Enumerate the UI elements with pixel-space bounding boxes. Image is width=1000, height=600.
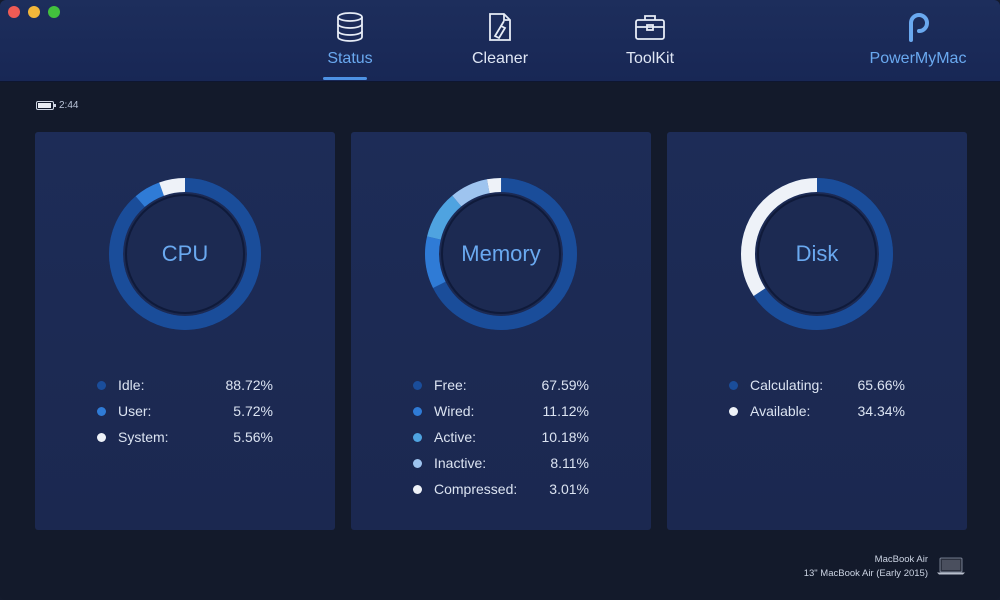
legend-label: Free:	[434, 377, 467, 393]
minimize-window-button[interactable]	[28, 6, 40, 18]
legend-label: Active:	[434, 429, 477, 445]
cpu-card: CPU Idle: 88.72% User: 5.72% System: 5.56%	[35, 132, 335, 530]
legend-label: Available:	[750, 403, 811, 419]
legend-label: Calculating:	[750, 377, 824, 393]
legend-value: 3.01%	[549, 481, 589, 497]
cpu-gauge-segment	[109, 178, 261, 330]
legend-value: 88.72%	[225, 377, 273, 393]
tab-status[interactable]: Status	[295, 10, 405, 80]
legend-dot	[413, 458, 422, 468]
legend-label: User:	[118, 403, 152, 419]
legend-label: Inactive:	[434, 455, 487, 471]
toolkit-icon	[635, 15, 665, 40]
device-model: 13" MacBook Air (Early 2015)	[803, 568, 928, 579]
memory-gauge	[425, 178, 577, 330]
legend-dot	[413, 432, 422, 442]
legend-label: Compressed:	[434, 481, 518, 497]
memory-legend-item: Wired: 11.12%	[413, 398, 589, 424]
legend-value: 5.56%	[233, 429, 273, 445]
disk-legend-item: Available: 34.34%	[729, 398, 905, 424]
cpu-legend: Idle: 88.72% User: 5.72% System: 5.56%	[97, 372, 273, 450]
memory-gauge-segment	[425, 178, 577, 330]
legend-label: Wired:	[434, 403, 475, 419]
memory-legend-item: Compressed: 3.01%	[413, 476, 589, 502]
battery-status: 2:44	[36, 100, 78, 111]
cpu-legend-item: Idle: 88.72%	[97, 372, 273, 398]
cpu-legend-item: System: 5.56%	[97, 424, 273, 450]
tab-toolkit-label: ToolKit	[625, 50, 675, 67]
disk-gauge-segment	[741, 178, 893, 330]
legend-dot	[729, 406, 738, 416]
legend-value: 10.18%	[541, 429, 589, 445]
cpu-gauge-title: CPU	[161, 241, 209, 266]
tab-cleaner[interactable]: Cleaner	[445, 10, 555, 80]
disk-legend: Calculating: 65.66% Available: 34.34%	[729, 372, 905, 424]
battery-time: 2:44	[59, 100, 79, 111]
legend-dot	[413, 380, 422, 390]
cpu-legend-item: User: 5.72%	[97, 398, 273, 424]
memory-gauge-title: Memory	[461, 241, 541, 266]
memory-gauge-segment	[425, 178, 577, 330]
cleaner-icon	[489, 13, 511, 41]
memory-legend-item: Inactive: 8.11%	[413, 450, 589, 476]
legend-value: 8.11%	[550, 455, 589, 471]
maximize-window-button[interactable]	[48, 6, 60, 18]
disk-gauge	[741, 178, 893, 330]
macbook-icon	[937, 557, 965, 575]
powermymac-logo-icon	[909, 13, 929, 42]
database-icon	[337, 12, 363, 42]
legend-dot	[413, 484, 422, 494]
cpu-gauge	[109, 178, 261, 330]
device-name: MacBook Air	[874, 554, 928, 565]
legend-value: 11.12%	[542, 403, 589, 419]
close-window-button[interactable]	[8, 6, 20, 18]
brand[interactable]: PowerMyMac	[860, 10, 976, 68]
legend-dot	[97, 432, 106, 442]
brand-label: PowerMyMac	[869, 50, 967, 67]
legend-value: 34.34%	[857, 403, 905, 419]
device-info: MacBook Air 13" MacBook Air (Early 2015)	[804, 553, 928, 581]
active-tab-indicator	[323, 77, 367, 80]
disk-card: Disk Calculating: 65.66% Available: 34.34%	[667, 132, 967, 530]
memory-card: Memory Free: 67.59% Wired: 11.12% Active: 10.…	[351, 132, 651, 530]
legend-label: System:	[118, 429, 169, 445]
memory-legend-item: Active: 10.18%	[413, 424, 589, 450]
legend-value: 5.72%	[233, 403, 273, 419]
legend-dot	[97, 406, 106, 416]
memory-legend: Free: 67.59% Wired: 11.12% Active: 10.18% Inac…	[413, 372, 589, 502]
window-controls	[8, 6, 60, 18]
tab-toolkit[interactable]: ToolKit	[595, 10, 705, 80]
memory-legend-item: Free: 67.59%	[413, 372, 589, 398]
disk-gauge-title: Disk	[795, 241, 839, 266]
toolbar: Status Cleaner	[0, 0, 1000, 82]
battery-icon	[36, 101, 56, 110]
legend-value: 65.66%	[857, 377, 905, 393]
legend-label: Idle:	[118, 377, 145, 393]
legend-value: 67.59%	[541, 377, 589, 393]
legend-dot	[413, 406, 422, 416]
legend-dot	[729, 380, 738, 390]
tab-cleaner-label: Cleaner	[471, 50, 529, 67]
tab-status-label: Status	[327, 50, 373, 67]
disk-legend-item: Calculating: 65.66%	[729, 372, 905, 398]
legend-dot	[97, 380, 106, 390]
